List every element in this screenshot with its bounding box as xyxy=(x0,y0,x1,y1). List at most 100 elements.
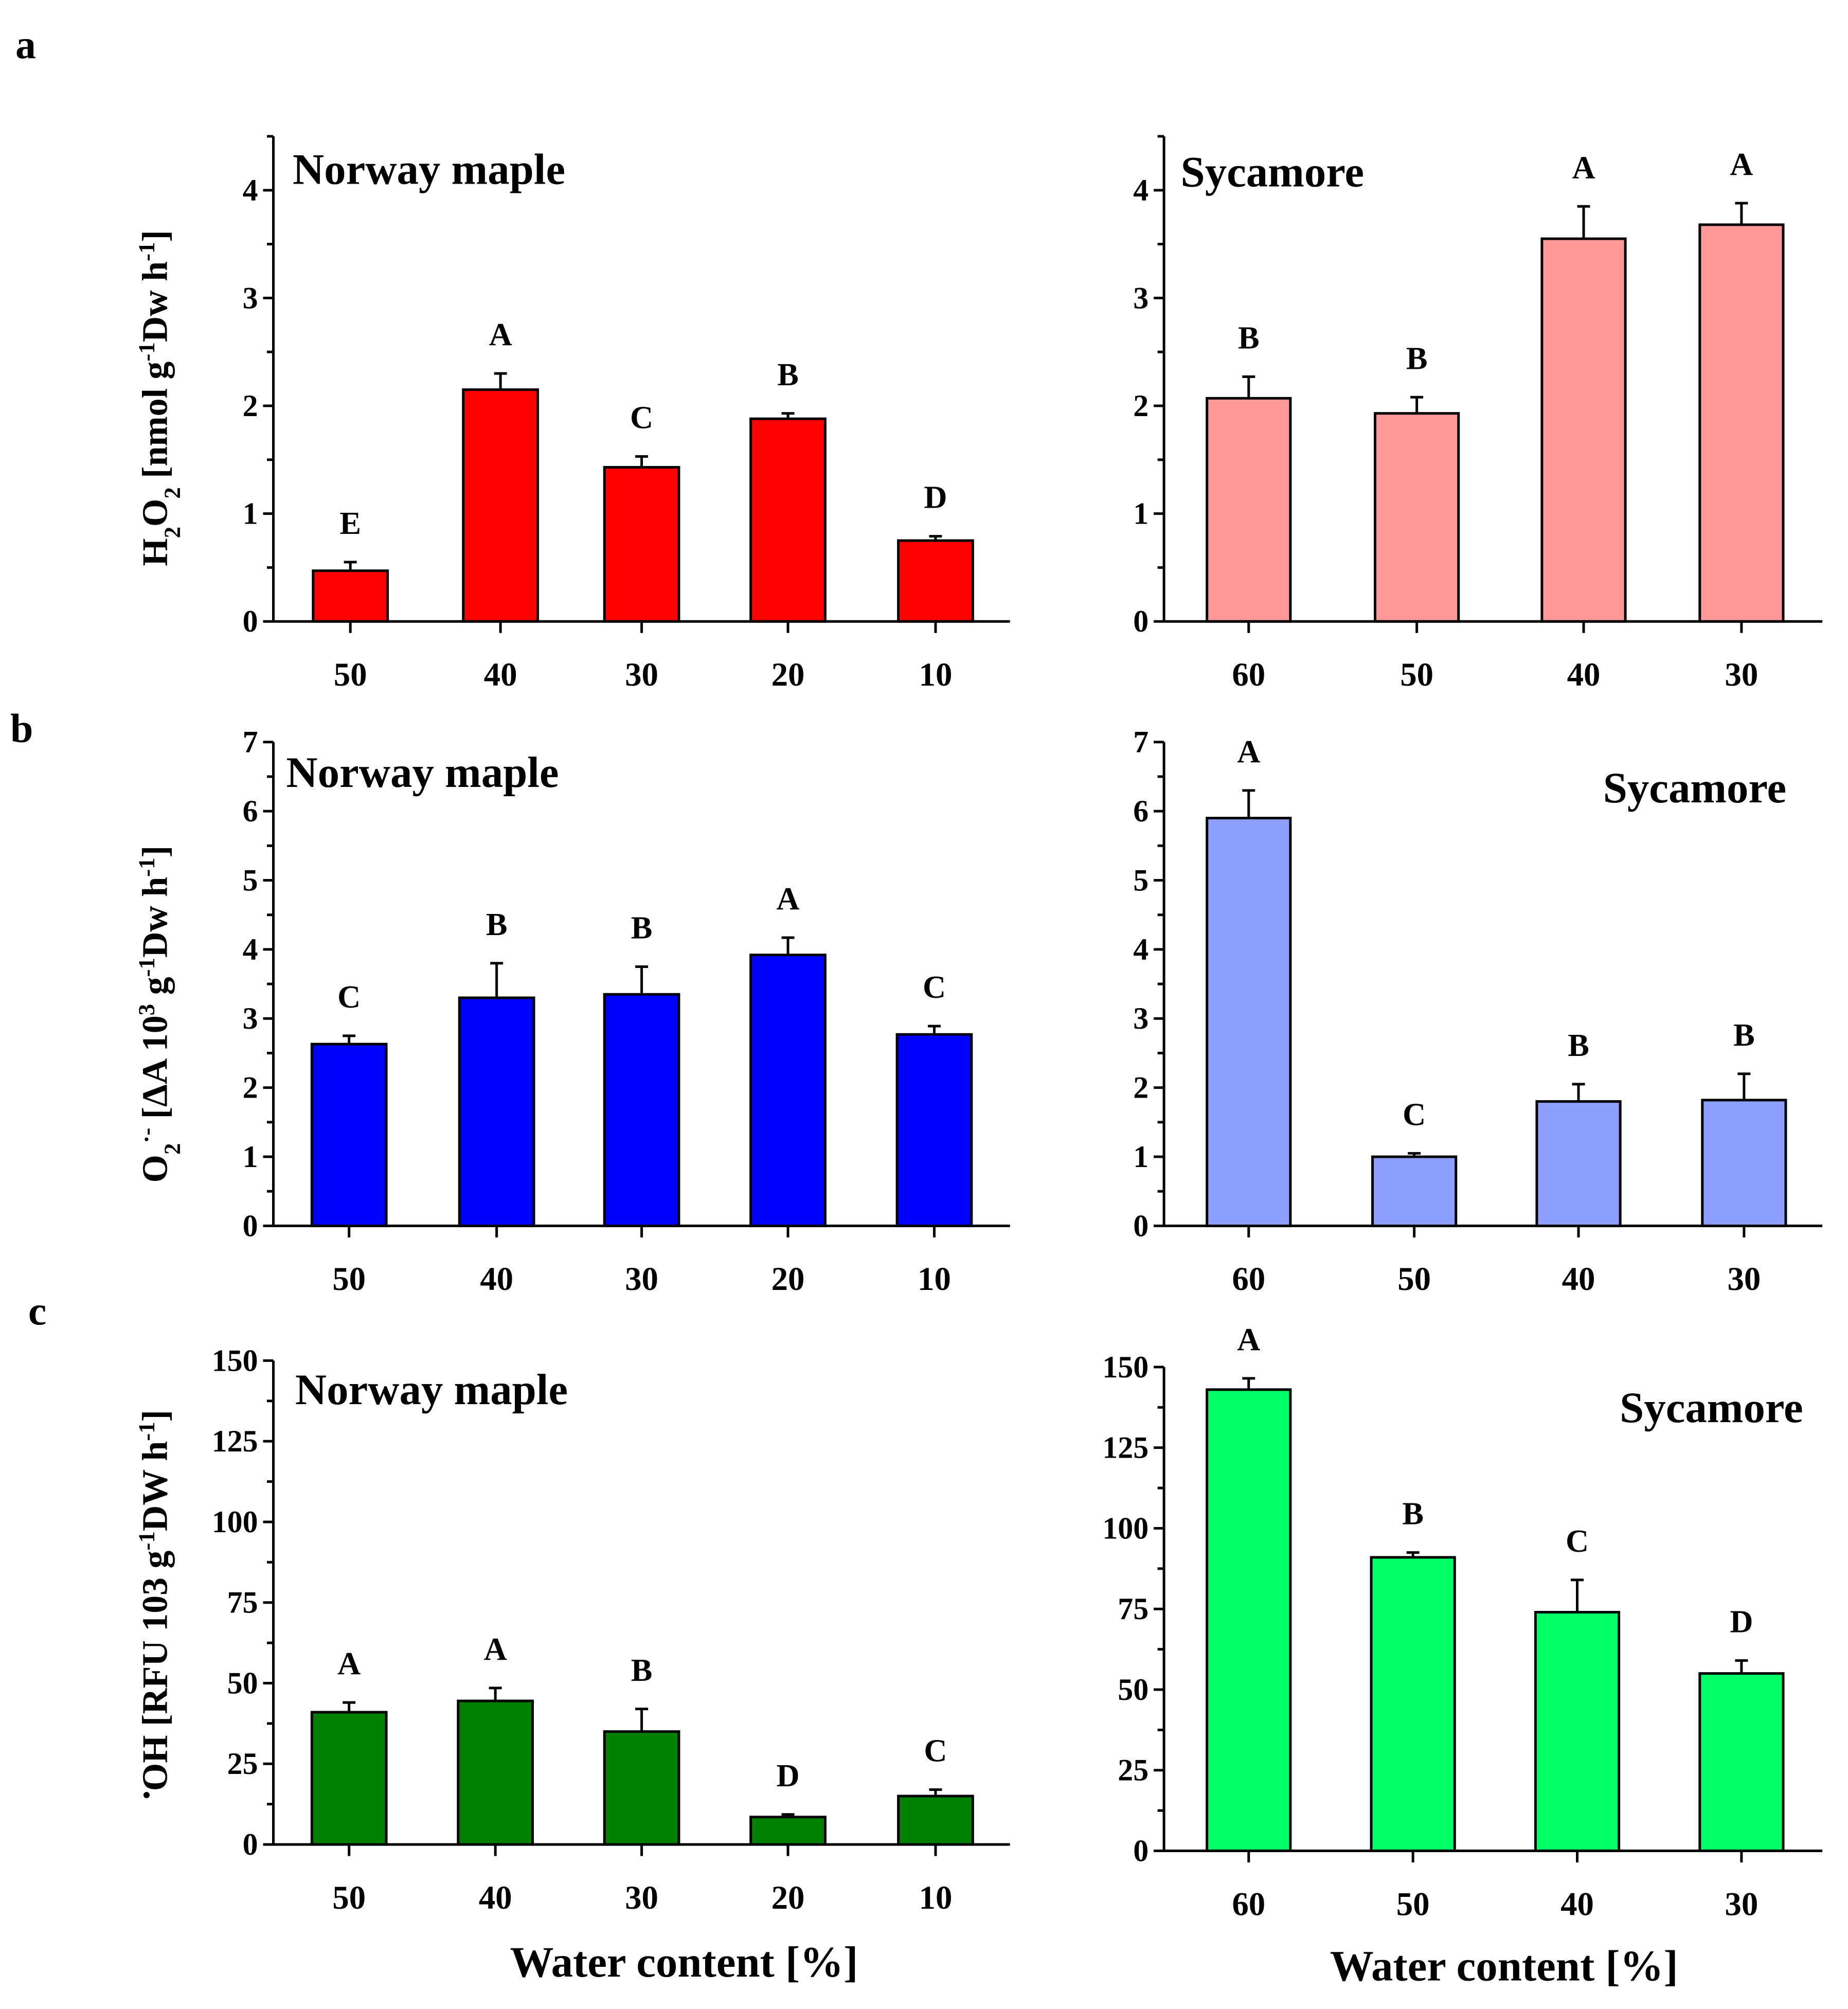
bar-30 xyxy=(1701,1099,1787,1227)
y-tick-label: 100 xyxy=(1102,1511,1149,1545)
y-tick-label: 1 xyxy=(243,1140,258,1174)
significance-letter: C xyxy=(924,1733,947,1769)
x-tick-label: 50 xyxy=(1396,1886,1430,1923)
chart-c-sycamore: 0 25 50 75 100 125 150 A 60 B 50 C 40 D 30 Sycamore xyxy=(1102,1322,1823,1923)
significance-letter: A xyxy=(489,317,512,352)
x-tick-label: 40 xyxy=(1567,656,1601,693)
significance-letter: B xyxy=(777,357,799,392)
species-title: Norway maple xyxy=(293,145,565,193)
significance-letter: C xyxy=(923,970,946,1005)
significance-letter: E xyxy=(339,506,361,541)
y-tick-label: 0 xyxy=(1133,1834,1149,1868)
bar-50 xyxy=(312,569,389,623)
y-tick-label: 7 xyxy=(243,725,258,759)
significance-letter: D xyxy=(1730,1604,1753,1640)
bar-30 xyxy=(603,465,680,623)
y-tick-label: 2 xyxy=(1133,1071,1149,1105)
y-axis-label-part: -1 xyxy=(133,342,159,361)
y-axis-label-part: O xyxy=(135,499,175,527)
y-axis-label-part: ] xyxy=(135,1410,175,1422)
bar-10 xyxy=(895,1033,973,1227)
y-tick-label: 125 xyxy=(1102,1431,1149,1465)
x-tick-label: 50 xyxy=(1400,656,1433,693)
y-axis-label-part: Dw h xyxy=(135,261,175,342)
bar-50 xyxy=(1370,1556,1456,1853)
y-tick-label: 0 xyxy=(243,1827,258,1861)
x-tick-label: 30 xyxy=(1727,1261,1761,1298)
x-tick-label: 50 xyxy=(1397,1261,1431,1298)
y-axis-label-part: -1 xyxy=(133,958,159,977)
bar-50 xyxy=(1374,412,1460,623)
x-tick-label: 40 xyxy=(480,1261,513,1298)
x-tick-label: 30 xyxy=(625,1261,658,1298)
x-axis-label-right: Water content [%] xyxy=(1330,1942,1678,1990)
x-tick-label: 30 xyxy=(1725,1886,1758,1923)
y-axis-label-part: 2 xyxy=(159,1143,185,1155)
significance-letter: A xyxy=(1572,150,1595,185)
y-tick-label: 3 xyxy=(243,1001,258,1035)
species-title: Sycamore xyxy=(1603,764,1787,812)
bar-60 xyxy=(1206,817,1292,1227)
y-tick-label: 4 xyxy=(1133,932,1149,966)
y-axis-label-part: 2 xyxy=(159,527,185,538)
y-axis-label-part: -1 xyxy=(133,1422,159,1441)
y-axis-label: •OH [RFU 103 g-1DW h-1] xyxy=(133,1410,175,1799)
x-tick-label: 50 xyxy=(332,1261,366,1298)
bar-60 xyxy=(1206,1388,1292,1853)
bar-30 xyxy=(1698,1672,1785,1853)
y-tick-label: 100 xyxy=(212,1505,258,1539)
bar-60 xyxy=(1206,397,1292,623)
bar-50 xyxy=(310,1711,388,1846)
species-title: Sycamore xyxy=(1620,1384,1803,1432)
chart-a-sycamore: 0 1 2 3 4 B 60 B 50 A 40 A 30 Sycamore xyxy=(1133,135,1823,693)
bar-50 xyxy=(1371,1155,1458,1227)
y-tick-label: 3 xyxy=(1133,281,1149,315)
significance-letter: A xyxy=(337,1646,361,1681)
bar-40 xyxy=(462,388,539,623)
significance-letter: B xyxy=(1406,340,1428,376)
y-axis-label-part: -1 xyxy=(133,242,159,261)
bar-10 xyxy=(897,539,974,623)
significance-letter: A xyxy=(776,881,799,917)
y-axis-label-part: OH [RFU 103 g xyxy=(135,1550,175,1791)
x-tick-label: 40 xyxy=(1562,1261,1595,1298)
significance-letter: B xyxy=(1568,1028,1589,1063)
y-axis-label-part: ] xyxy=(135,846,175,857)
y-axis-label-part: 2 xyxy=(159,487,185,498)
x-tick-label: 50 xyxy=(332,1879,366,1916)
y-tick-label: 7 xyxy=(1133,725,1149,759)
bar-20 xyxy=(749,1816,827,1846)
significance-letter: A xyxy=(484,1631,507,1667)
x-tick-label: 30 xyxy=(1725,656,1758,693)
y-axis-label-part: ] xyxy=(135,230,175,242)
y-tick-label: 75 xyxy=(227,1586,258,1620)
significance-letter: C xyxy=(1403,1097,1426,1132)
y-tick-label: 50 xyxy=(1118,1673,1149,1707)
x-tick-label: 40 xyxy=(479,1879,512,1916)
y-tick-label: 0 xyxy=(243,604,258,638)
significance-letter: A xyxy=(1237,734,1260,769)
y-tick-label: 25 xyxy=(1118,1753,1149,1787)
significance-letter: A xyxy=(1730,147,1753,182)
y-tick-label: 2 xyxy=(1133,389,1149,423)
y-axis-label: H2O2 [nmol g-1Dw h-1] xyxy=(133,230,185,566)
bar-40 xyxy=(458,996,535,1227)
significance-letter: B xyxy=(486,907,508,942)
bar-10 xyxy=(897,1795,974,1846)
panel-letter-c: c xyxy=(28,1289,46,1334)
significance-letter: B xyxy=(1733,1017,1755,1053)
bar-50 xyxy=(310,1043,388,1227)
y-tick-label: 75 xyxy=(1118,1592,1149,1626)
y-tick-label: 5 xyxy=(243,863,258,897)
y-tick-label: 150 xyxy=(1102,1350,1149,1384)
x-tick-label: 10 xyxy=(919,1879,953,1916)
bar-40 xyxy=(1540,237,1627,623)
bar-40 xyxy=(1534,1610,1621,1853)
chart-b-sycamore: 0 1 2 3 4 5 6 7 A 60 C 50 B 40 B 30 Sycamore xyxy=(1133,725,1823,1298)
y-axis-label: O2·- [ΔA 103 g-1Dw h-1] xyxy=(133,846,185,1182)
y-tick-label: 25 xyxy=(227,1747,258,1781)
y-tick-label: 150 xyxy=(212,1343,258,1377)
x-tick-label: 30 xyxy=(625,656,658,693)
x-tick-label: 40 xyxy=(484,656,517,693)
